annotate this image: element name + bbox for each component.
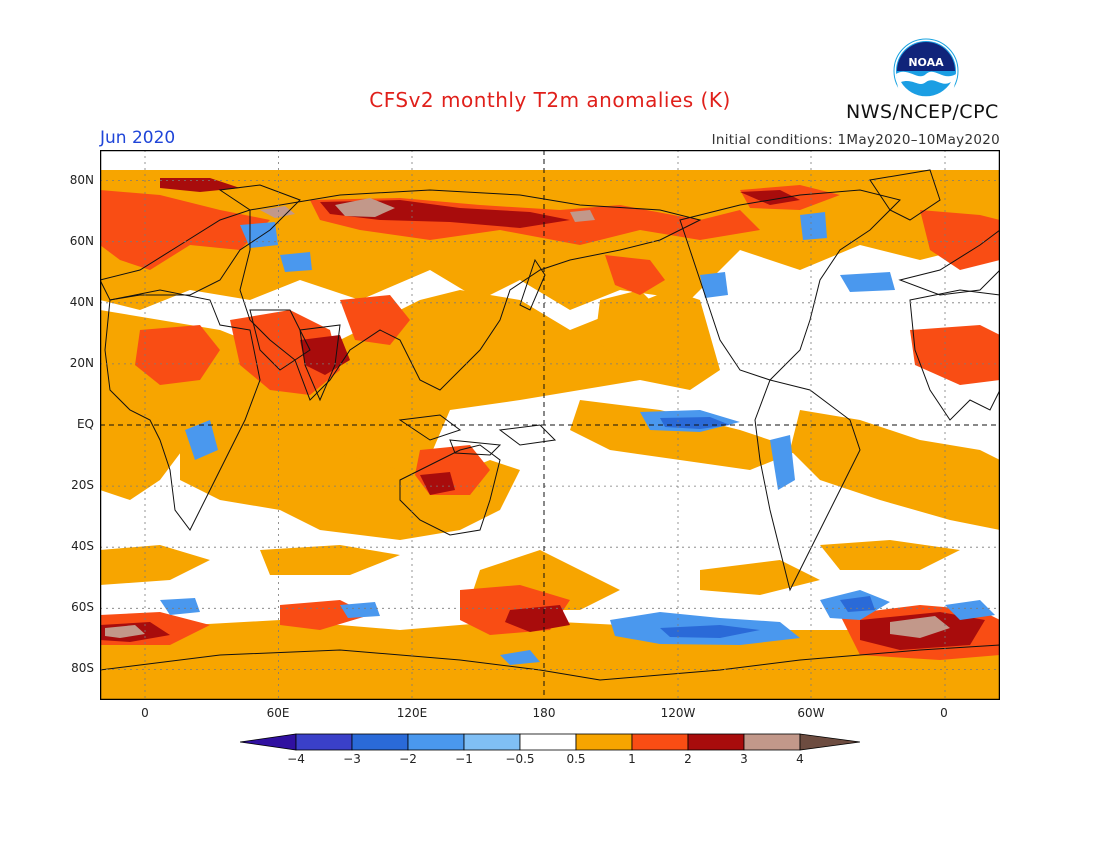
- colorbar-label: −0.5: [505, 752, 535, 766]
- anomaly-map: [100, 150, 1000, 700]
- colorbar-bin: [743, 733, 801, 751]
- lat-label-40s: 40S: [71, 539, 94, 553]
- map-svg: [100, 150, 1000, 700]
- colorbar-bin: [575, 733, 633, 751]
- colorbar-label: 3: [740, 752, 748, 766]
- colorbar-bin: [519, 733, 577, 751]
- colorbar-bin: [687, 733, 745, 751]
- colorbar-bin: [351, 733, 409, 751]
- lat-label-60s: 60S: [71, 600, 94, 614]
- lon-label-0-right: 0: [940, 706, 948, 720]
- lon-label-0: 0: [141, 706, 149, 720]
- colorbar-bin: [407, 733, 465, 751]
- colorbar-bin: [631, 733, 689, 751]
- coastlines: [100, 169, 1000, 681]
- colorbar-label: 4: [796, 752, 804, 766]
- logo-text: NOAA: [908, 56, 944, 69]
- colorbar-max-arrow: [799, 733, 860, 751]
- lat-label-80n: 80N: [69, 173, 94, 187]
- colorbar-bin: [295, 733, 353, 751]
- colorbar-label: 1: [628, 752, 636, 766]
- lat-label-80s: 80S: [71, 661, 94, 675]
- lat-label-60n: 60N: [69, 234, 94, 248]
- colorbar-label: −2: [399, 752, 417, 766]
- agency-label: NWS/NCEP/CPC: [846, 101, 999, 123]
- map-title: CFSv2 monthly T2m anomalies (K): [369, 88, 731, 112]
- lat-label-eq: EQ: [76, 417, 94, 431]
- noaa-logo: NOAA: [893, 38, 959, 104]
- anomaly-3-4-field: [105, 198, 950, 638]
- colorbar-label: 0.5: [566, 752, 586, 766]
- colorbar-label: −1: [455, 752, 473, 766]
- colorbar-label: −4: [287, 752, 305, 766]
- graticule: [100, 150, 1000, 700]
- initial-conditions: Initial conditions: 1May2020–10May2020: [711, 132, 1000, 148]
- lat-label-20n: 20N: [69, 356, 94, 370]
- lon-label-60w: 60W: [797, 706, 825, 720]
- anomaly-strong-negative-field: [660, 417, 875, 638]
- forecast-month: Jun 2020: [100, 128, 176, 148]
- colorbar-min-arrow: [240, 733, 297, 751]
- lat-label-20s: 20S: [71, 478, 94, 492]
- colorbar-label: −3: [343, 752, 361, 766]
- colorbar-bin: [463, 733, 521, 751]
- colorbar: [240, 733, 860, 751]
- colorbar-label: 2: [684, 752, 692, 766]
- lon-label-180: 180: [532, 706, 556, 720]
- lat-label-40n: 40N: [69, 295, 94, 309]
- equator-dateline: [100, 150, 1000, 700]
- lon-label-120e: 120E: [396, 706, 428, 720]
- lon-label-60e: 60E: [266, 706, 290, 720]
- lon-label-120w: 120W: [660, 706, 696, 720]
- map-frame: [100, 150, 1000, 700]
